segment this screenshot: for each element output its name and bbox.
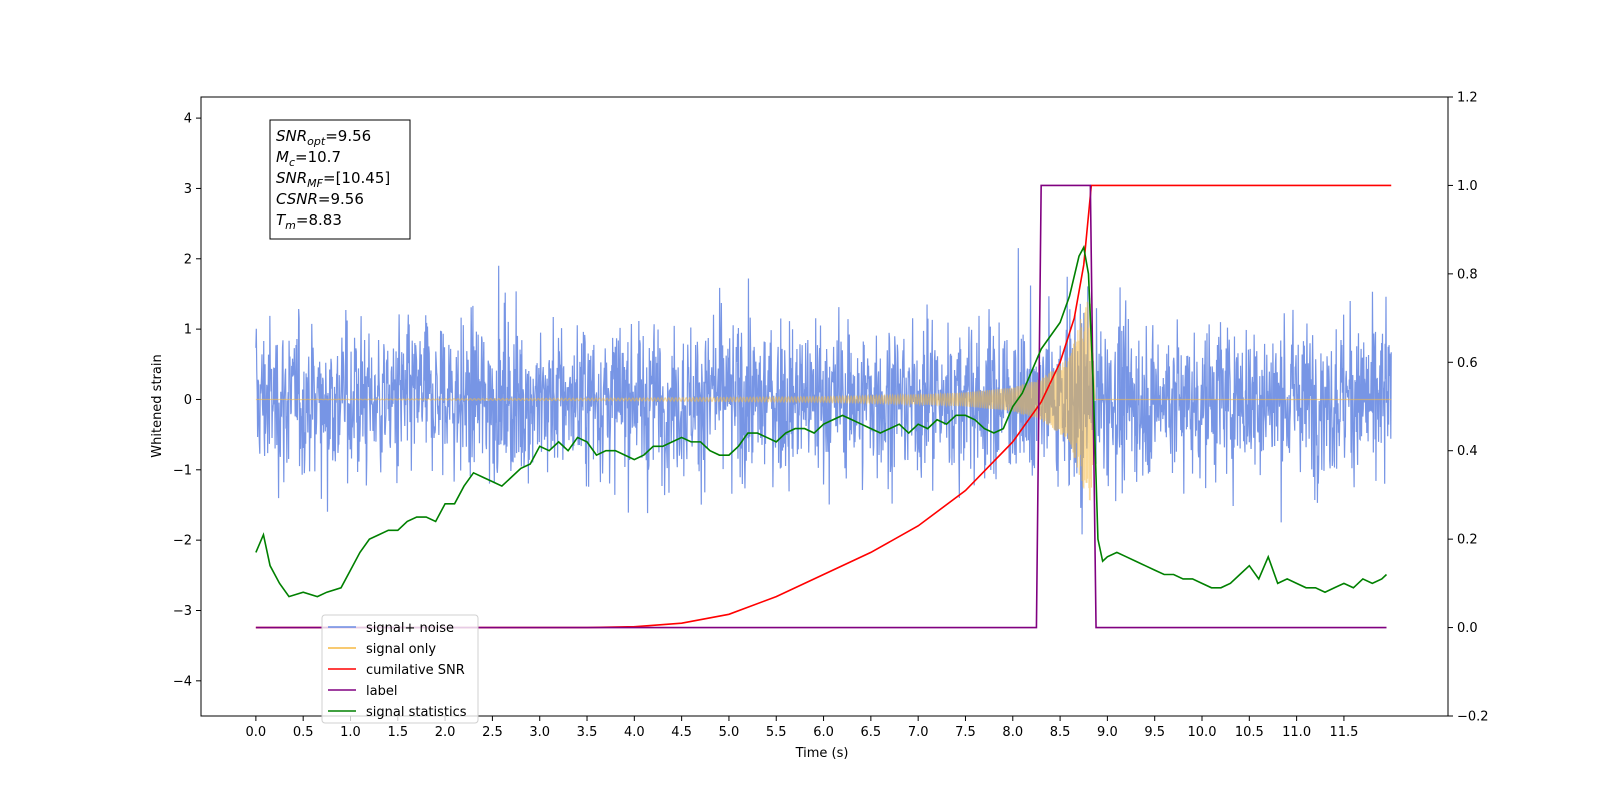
- annotation-box: SNRopt=9.56Mc=10.7SNRMF=[10.45]CSNR=9.56…: [269, 119, 411, 240]
- y-left-tick-label: 4: [184, 112, 192, 127]
- y-right-tick-label: 0.0: [1457, 621, 1478, 636]
- annotation-line: SNRMF=[10.45]: [276, 169, 390, 190]
- legend: signal+ noise signal only cumilative SNR la…: [321, 614, 479, 724]
- y-left-tick-label: 3: [184, 182, 192, 197]
- y-axis-left: −4 −3 −2 −1 0 1 2 3 4: [173, 112, 201, 689]
- legend-label: signal statistics: [366, 705, 467, 720]
- y-right-tick-label: 0.2: [1457, 533, 1478, 548]
- y-axis-label: Whitened strain: [150, 354, 165, 457]
- y-left-tick-label: 0: [184, 393, 192, 408]
- annotation-frame: [269, 119, 411, 240]
- legend-label: signal only: [366, 642, 436, 657]
- y-right-tick-label: 0.6: [1457, 356, 1478, 371]
- x-tick-label: 9.0: [1097, 725, 1118, 740]
- x-tick-label: 8.0: [1002, 725, 1023, 740]
- y-left-tick-label: 2: [184, 252, 192, 267]
- legend-label: label: [366, 684, 397, 699]
- x-tick-label: 6.5: [861, 725, 882, 740]
- x-tick-label: 3.5: [577, 725, 598, 740]
- annotation-line: Mc=10.7: [276, 148, 341, 169]
- annotation-line: CSNR=9.56: [276, 190, 364, 208]
- y-right-tick-label: 1.0: [1457, 179, 1478, 194]
- legend-frame: [321, 614, 479, 724]
- x-tick-label: 11.5: [1329, 725, 1358, 740]
- x-tick-label: 7.5: [955, 725, 976, 740]
- plot-frame: [200, 96, 1449, 717]
- x-tick-label: 8.5: [1050, 725, 1071, 740]
- y-right-tick-label: 0.4: [1457, 444, 1478, 459]
- x-tick-label: 4.0: [624, 725, 645, 740]
- annotation-line: Tm=8.83: [276, 211, 342, 232]
- y-right-tick-label: 1.2: [1457, 91, 1478, 106]
- annotation-line: SNRopt=9.56: [276, 127, 371, 148]
- x-tick-label: 5.0: [719, 725, 740, 740]
- signal-statistics-line: [255, 244, 1388, 598]
- signal-plus-noise-line: [255, 248, 1392, 535]
- x-tick-label: 0.5: [293, 725, 314, 740]
- x-tick-label: 10.5: [1235, 725, 1264, 740]
- y-left-tick-label: −3: [173, 604, 192, 619]
- y-axis-right: −0.2 0.0 0.2 0.4 0.6 0.8 1.0 1.2: [1448, 91, 1489, 725]
- y-right-tick-label: 0.8: [1457, 267, 1478, 282]
- x-tick-label: 1.0: [340, 725, 361, 740]
- x-tick-label: 4.5: [671, 725, 692, 740]
- x-axis: 0.0 0.5 1.0 1.5 2.0 2.5 3.0 3.5 4.0 4.5 5.0 5.5 6.0 6…: [246, 716, 1358, 740]
- signal-only-line: [255, 297, 1392, 501]
- y-left-tick-label: 1: [184, 323, 192, 338]
- y-right-tick-label: −0.2: [1457, 710, 1489, 725]
- label-line: [255, 184, 1387, 629]
- x-tick-label: 2.5: [482, 725, 503, 740]
- x-tick-label: 3.0: [529, 725, 550, 740]
- legend-label: signal+ noise: [366, 621, 454, 636]
- x-tick-label: 1.5: [387, 725, 408, 740]
- x-tick-label: 2.0: [435, 725, 456, 740]
- x-tick-label: 11.0: [1282, 725, 1311, 740]
- series-layer: [255, 184, 1392, 629]
- x-tick-label: 10.0: [1188, 725, 1217, 740]
- x-tick-label: 0.0: [246, 725, 267, 740]
- y-left-tick-label: −1: [173, 463, 192, 478]
- x-axis-label: Time (s): [795, 746, 849, 761]
- x-tick-label: 5.5: [766, 725, 787, 740]
- y-left-tick-label: −2: [173, 534, 192, 549]
- legend-label: cumilative SNR: [366, 663, 465, 678]
- x-tick-label: 6.0: [813, 725, 834, 740]
- x-tick-label: 9.5: [1144, 725, 1165, 740]
- y-left-tick-label: −4: [173, 674, 192, 689]
- x-tick-label: 7.0: [908, 725, 929, 740]
